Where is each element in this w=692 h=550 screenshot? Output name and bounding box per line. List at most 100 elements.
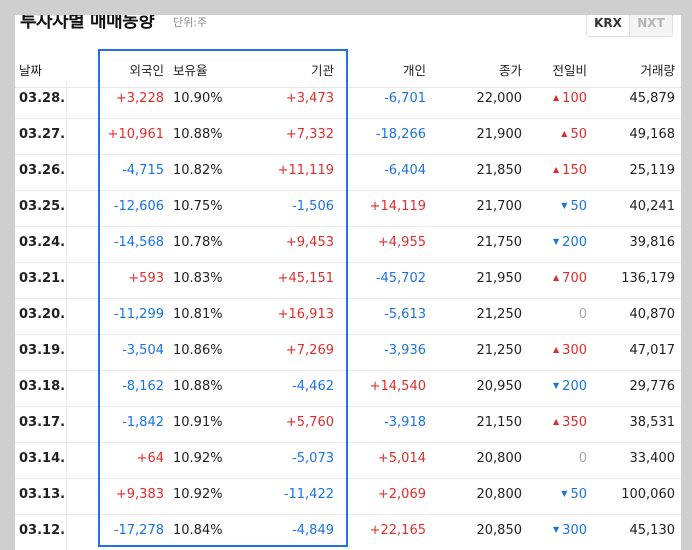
row-individual: -5,613 bbox=[384, 307, 426, 322]
column-divider bbox=[66, 442, 67, 478]
row-volume: 45,879 bbox=[629, 91, 676, 106]
row-institution: +9,453 bbox=[285, 235, 334, 250]
row-individual: -6,701 bbox=[384, 91, 426, 106]
row-institution: +5,760 bbox=[285, 415, 334, 430]
triangle-up-icon: ▲ bbox=[553, 165, 560, 174]
col-foreign: 외국인 bbox=[129, 63, 164, 78]
row-holding: 10.86% bbox=[173, 343, 223, 358]
table-row: 03.20. -11,299 10.81% +16,913 -5,613 21,250 0 4… bbox=[15, 298, 681, 335]
row-foreign: -12,606 bbox=[113, 199, 164, 214]
row-foreign: +9,383 bbox=[115, 487, 164, 502]
row-volume: 136,179 bbox=[621, 271, 675, 286]
column-divider bbox=[66, 226, 67, 262]
page-title: 투자자별 매매동향 bbox=[20, 15, 155, 32]
row-date: 03.28. bbox=[19, 91, 66, 106]
row-foreign: -17,278 bbox=[113, 523, 164, 538]
row-institution: -4,849 bbox=[292, 523, 334, 538]
table-row: 03.12. -17,278 10.84% -4,849 +22,165 20,850 ▼ 3… bbox=[15, 514, 681, 550]
row-individual: -3,936 bbox=[384, 343, 426, 358]
row-holding: 10.88% bbox=[173, 379, 223, 394]
row-foreign: +3,228 bbox=[115, 91, 164, 106]
column-divider bbox=[66, 190, 67, 226]
table-row: 03.13. +9,383 10.92% -11,422 +2,069 20,800 ▼ 50… bbox=[15, 478, 681, 515]
triangle-up-icon: ▲ bbox=[561, 129, 568, 138]
row-date: 03.24. bbox=[19, 235, 66, 250]
row-close: 21,250 bbox=[476, 343, 523, 358]
col-close: 종가 bbox=[498, 63, 522, 78]
row-change-value: 0 bbox=[578, 451, 587, 466]
row-date: 03.21. bbox=[19, 271, 66, 286]
row-close: 21,250 bbox=[476, 307, 523, 322]
row-change-value: 0 bbox=[578, 307, 587, 322]
row-foreign: -1,842 bbox=[122, 415, 164, 430]
triangle-up-icon: ▲ bbox=[553, 273, 560, 282]
row-change: ▼ 300 bbox=[553, 523, 587, 538]
row-change-value: 50 bbox=[570, 127, 587, 142]
row-date: 03.12. bbox=[19, 523, 66, 538]
row-foreign: -3,504 bbox=[122, 343, 164, 358]
row-date: 03.13. bbox=[19, 487, 66, 502]
tab-nxt[interactable]: NXT bbox=[637, 16, 665, 30]
table-header: 날짜 외국인 보유율 기관 개인 종가 전일비 거래량 bbox=[15, 51, 681, 88]
row-close: 20,800 bbox=[476, 487, 523, 502]
investor-trading-card: 투자자별 매매동향 단위:주 KRX NXT 날짜 외국인 보유율 기관 개인 … bbox=[15, 15, 681, 550]
row-individual: +14,119 bbox=[369, 199, 426, 214]
row-individual: +5,014 bbox=[377, 451, 426, 466]
col-individual: 개인 bbox=[402, 63, 426, 78]
table-row: 03.26. -4,715 10.82% +11,119 -6,404 21,850 ▲ 15… bbox=[15, 154, 681, 191]
table-row: 03.24. -14,568 10.78% +9,453 +4,955 21,750 ▼ 20… bbox=[15, 226, 681, 263]
row-date: 03.26. bbox=[19, 163, 66, 178]
row-foreign: -14,568 bbox=[113, 235, 164, 250]
row-close: 21,950 bbox=[476, 271, 523, 286]
table-row: 03.14. +64 10.92% -5,073 +5,014 20,800 0 33,400 bbox=[15, 442, 681, 479]
column-divider bbox=[66, 370, 67, 406]
row-change: ▲ 300 bbox=[553, 343, 587, 358]
column-divider bbox=[66, 298, 67, 334]
row-volume: 49,168 bbox=[629, 127, 676, 142]
row-volume: 25,119 bbox=[629, 163, 676, 178]
row-change: ▼ 50 bbox=[561, 199, 587, 214]
row-holding: 10.90% bbox=[173, 91, 223, 106]
column-divider bbox=[66, 154, 67, 190]
table-row: 03.19. -3,504 10.86% +7,269 -3,936 21,250 ▲ 300… bbox=[15, 334, 681, 371]
row-change: ▲ 150 bbox=[553, 163, 587, 178]
row-change-value: 300 bbox=[562, 343, 587, 358]
table-row: 03.18. -8,162 10.88% -4,462 +14,540 20,950 ▼ 20… bbox=[15, 370, 681, 407]
triangle-up-icon: ▲ bbox=[553, 417, 560, 426]
row-individual: +22,165 bbox=[369, 523, 426, 538]
row-close: 20,800 bbox=[476, 451, 523, 466]
row-institution: +3,473 bbox=[285, 91, 334, 106]
market-tabs: KRX NXT bbox=[586, 15, 673, 37]
row-institution: +7,269 bbox=[285, 343, 334, 358]
row-date: 03.20. bbox=[19, 307, 66, 322]
row-change-value: 300 bbox=[562, 523, 587, 538]
col-change: 전일비 bbox=[552, 63, 587, 78]
row-change-value: 100 bbox=[562, 91, 587, 106]
row-holding: 10.81% bbox=[173, 307, 223, 322]
col-institution: 기관 bbox=[310, 63, 334, 78]
table-row: 03.25. -12,606 10.75% -1,506 +14,119 21,700 ▼ 5… bbox=[15, 190, 681, 227]
row-close: 20,950 bbox=[476, 379, 523, 394]
row-change-value: 50 bbox=[570, 199, 587, 214]
row-individual: -6,404 bbox=[384, 163, 426, 178]
column-divider bbox=[66, 118, 67, 154]
column-divider bbox=[66, 478, 67, 514]
table-row: 03.17. -1,842 10.91% +5,760 -3,918 21,150 ▲ 350… bbox=[15, 406, 681, 443]
row-institution: +7,332 bbox=[285, 127, 334, 142]
row-change: 0 bbox=[579, 451, 587, 466]
row-date: 03.14. bbox=[19, 451, 66, 466]
row-change-value: 350 bbox=[562, 415, 587, 430]
row-change: ▲ 350 bbox=[553, 415, 587, 430]
col-date: 날짜 bbox=[19, 63, 43, 78]
row-volume: 33,400 bbox=[629, 451, 676, 466]
row-individual: +2,069 bbox=[377, 487, 426, 502]
row-date: 03.19. bbox=[19, 343, 66, 358]
unit-label: 단위:주 bbox=[173, 16, 208, 29]
row-institution: -4,462 bbox=[292, 379, 334, 394]
row-change: ▼ 200 bbox=[553, 235, 587, 250]
row-institution: -11,422 bbox=[283, 487, 334, 502]
row-change: ▲ 50 bbox=[561, 127, 587, 142]
row-close: 21,750 bbox=[476, 235, 523, 250]
tab-krx[interactable]: KRX bbox=[587, 15, 630, 36]
row-foreign: -8,162 bbox=[122, 379, 164, 394]
